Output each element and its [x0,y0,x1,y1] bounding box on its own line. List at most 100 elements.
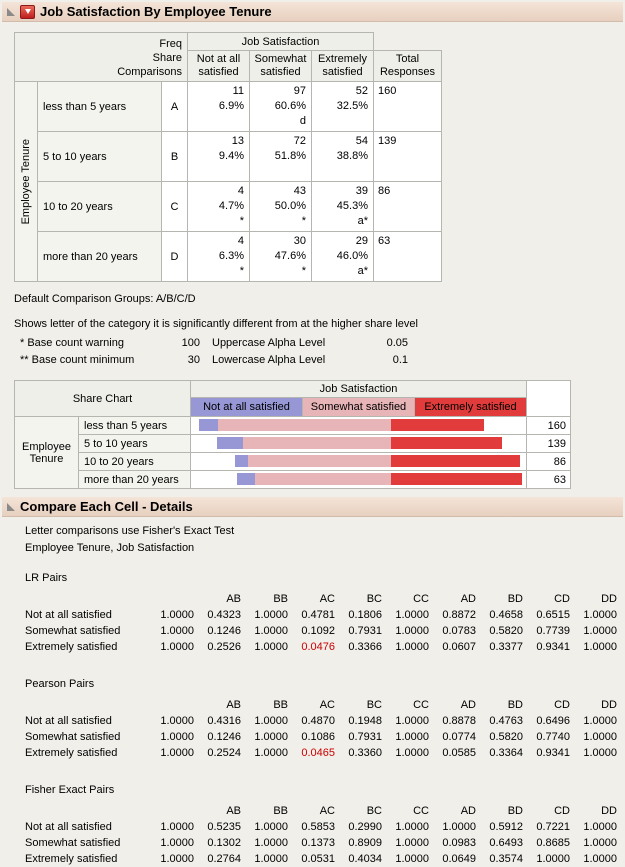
pair-pvalue: 0.8878 [442,715,476,727]
data-cell: 43 50.0% * [249,181,312,232]
pair-pvalue: 0.0649 [442,853,476,865]
pair-pvalue: 1.0000 [583,641,617,653]
pair-pvalue: 0.3366 [348,641,382,653]
pair-pvalue: 1.0000 [395,731,429,743]
total-value: 160 [373,81,442,132]
pair-pvalue: 1.0000 [160,625,194,637]
report-title: Job Satisfaction By Employee Tenure [40,4,272,19]
share-value: 9.4% [218,150,244,162]
base-count-minimum-label: ** Base count minimum [20,354,135,366]
total-value: 63 [373,231,442,282]
row-label: less than 5 years [37,81,162,132]
outline-bar-main: Job Satisfaction By Employee Tenure [2,2,623,22]
column-header: Not at all satisfied [187,50,250,82]
pair-pvalue: 0.5235 [207,821,241,833]
share-value: 60.6% [274,100,306,112]
pair-pvalue: 0.7739 [536,625,570,637]
share-value: 4.7% [218,200,244,212]
pairs-row-label: Extremely satisfied [25,641,118,653]
corner-line: Freq [159,38,182,50]
pair-pvalue: 0.3377 [489,641,523,653]
disclosure-triangle-icon[interactable] [6,502,15,511]
pair-pvalue: 0.2990 [348,821,382,833]
pair-column-header: AD [460,593,476,605]
details-content: Letter comparisons use Fisher's Exact Te… [0,517,625,867]
pair-pvalue: 0.0983 [442,837,476,849]
pair-pvalue: 1.0000 [254,821,288,833]
details-title: Compare Each Cell - Details [20,499,193,514]
share-bar-cell [190,416,527,435]
pair-pvalue: 0.8872 [442,609,476,621]
pairs-sections: LR Pairs AB BB AC BC CC AD BD CD DD Not at all sa… [25,571,625,867]
pair-pvalue: 1.0000 [395,641,429,653]
pair-column-header: AC [319,699,335,711]
pairs-row: Extremely satisfied 1.0000 0.2526 1.0000 0.0… [25,639,617,655]
red-triangle-menu-icon[interactable] [20,4,35,19]
comparison-letter: D [161,231,188,282]
column-header: Extremely satisfied [311,50,374,82]
pair-pvalue: 0.9341 [536,641,570,653]
data-cell: 11 6.9% [187,81,250,132]
legend-cell: Somewhat satisfied [302,397,415,417]
bar-segment [391,473,523,485]
pair-pvalue: 1.0000 [395,747,429,759]
pair-pvalue: 0.5853 [301,821,335,833]
table-row: more than 20 years D 4 6.3% * 30 47.6% * 29 46.0%… [15,231,442,282]
pair-pvalue: 1.0000 [254,625,288,637]
pair-pvalue: 1.0000 [442,821,476,833]
share-row: 5 to 10 years 139 [15,434,571,453]
disclosure-triangle-icon[interactable] [6,7,15,16]
pair-pvalue: 1.0000 [583,747,617,759]
share-group-header: Job Satisfaction [190,380,527,398]
share-total-header [526,380,571,417]
pair-column-header: BB [273,805,288,817]
pair-pvalue: 0.0465 [301,747,335,759]
pairs-header-spacer [25,697,147,713]
pair-pvalue: 0.5912 [489,821,523,833]
pair-column-header: AB [226,593,241,605]
pair-pvalue: 1.0000 [395,821,429,833]
pairs-table: AB BB AC BC CC AD BD CD DD Not at all satisfied 1.… [25,803,617,867]
data-cell: 4 6.3% * [187,231,250,282]
pair-column-header: DD [601,699,617,711]
pair-pvalue: 0.5820 [489,731,523,743]
pair-pvalue: 1.0000 [395,715,429,727]
explanation-note: Shows letter of the category it is signi… [14,318,418,330]
freq-value: 11 [232,85,244,97]
freq-value: 52 [355,85,368,97]
contingency-table: Freq Share Comparisons Job Satisfaction Not … [14,32,442,282]
pair-pvalue: 1.0000 [254,641,288,653]
freq-value: 29 [355,235,368,247]
pair-pvalue: 1.0000 [583,853,617,865]
share-bar-cell [190,434,527,453]
pair-pvalue: 1.0000 [583,837,617,849]
column-group-header: Job Satisfaction [187,32,374,51]
row-label: more than 20 years [37,231,162,282]
pair-pvalue: 0.7221 [536,821,570,833]
base-count-warning-value: 100 [181,337,200,349]
data-cell: 13 9.4% [187,131,250,182]
pair-pvalue: 0.4034 [348,853,382,865]
comparison-value: * [239,215,244,227]
total-value: 86 [373,181,442,232]
pair-column-header [147,591,194,607]
pair-column-header: DD [601,593,617,605]
pair-pvalue: 0.0476 [301,641,335,653]
pair-column-header: CD [554,699,570,711]
share-bar-cell [190,452,527,471]
comparison-value: a* [357,265,368,277]
share-chart-title: Share Chart [14,380,191,417]
pairs-table: AB BB AC BC CC AD BD CD DD Not at all satisfied 1.… [25,591,617,655]
pair-pvalue: 1.0000 [160,731,194,743]
data-cell: 29 46.0% a* [311,231,374,282]
share-total-value: 160 [526,416,571,435]
pairs-header-row: AB BB AC BC CC AD BD CD DD [25,591,617,607]
share-row-label: 10 to 20 years [78,452,191,471]
share-total-value: 63 [526,470,571,489]
pair-column-header: CC [413,805,429,817]
pairs-section-title: Fisher Exact Pairs [25,784,115,796]
legend-cell: Not at all satisfied [190,397,303,417]
pair-pvalue: 0.9341 [536,747,570,759]
comparison-value [312,114,373,129]
pair-pvalue: 0.1302 [207,837,241,849]
